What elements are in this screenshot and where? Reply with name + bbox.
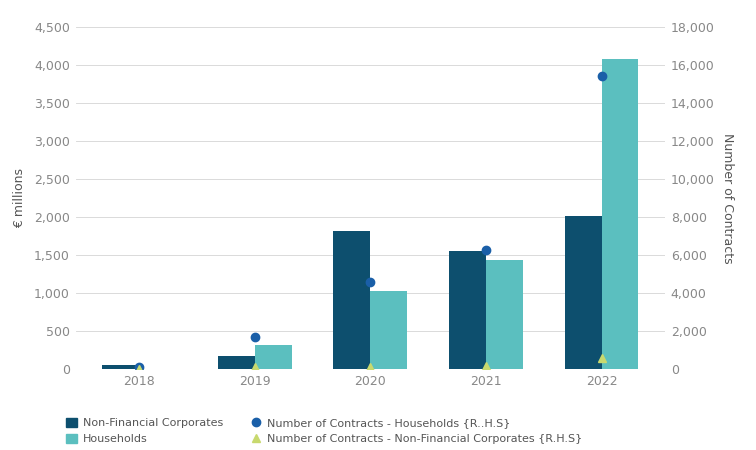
Legend: Non-Financial Corporates, Households, Number of Contracts - Households {R..H.S},: Non-Financial Corporates, Households, Nu… (66, 418, 583, 445)
Y-axis label: Number of Contracts: Number of Contracts (721, 133, 734, 263)
Bar (370, 291, 407, 369)
Bar (449, 251, 486, 369)
Bar (255, 346, 292, 369)
Y-axis label: € millions: € millions (13, 168, 26, 228)
Bar (602, 59, 639, 369)
Bar (333, 231, 370, 369)
Bar (102, 365, 139, 369)
Bar (565, 216, 602, 369)
Bar (486, 260, 523, 369)
Bar (218, 356, 255, 369)
